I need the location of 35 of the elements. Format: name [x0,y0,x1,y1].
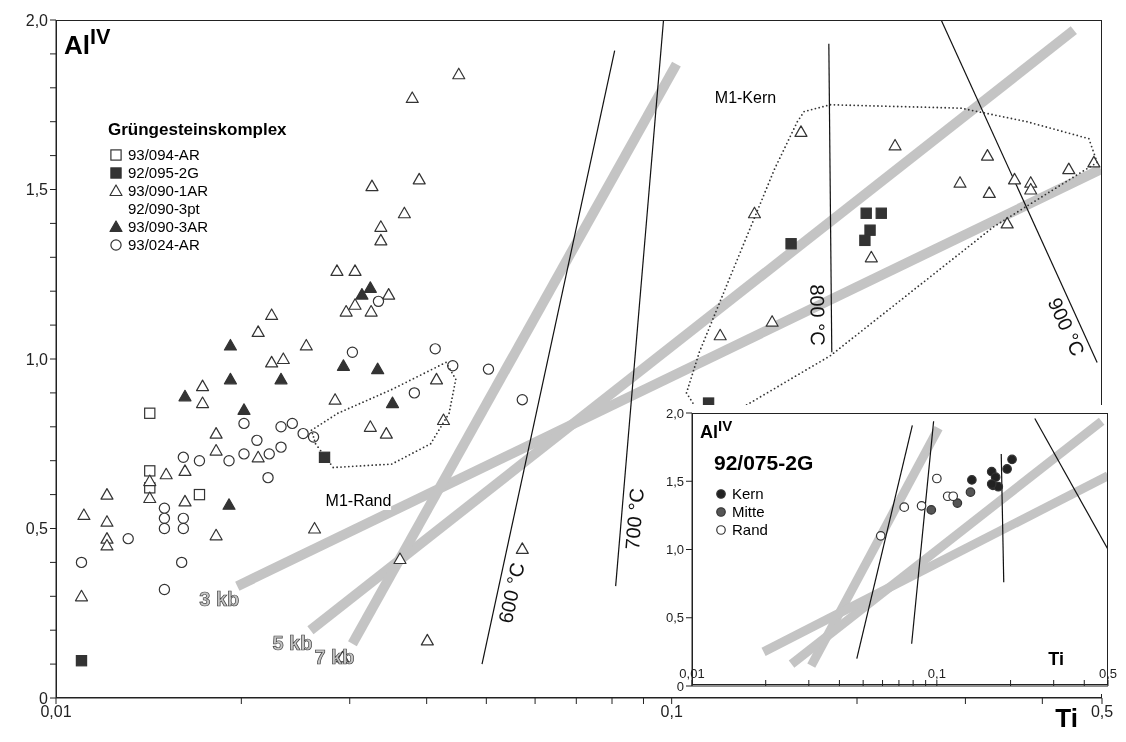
text: 900 °C [1042,294,1089,360]
series-label: 3 kb [199,588,240,612]
x-tick-label: 0,01 [40,703,72,721]
text: 700 °C [621,487,650,551]
y-axis-title: Al$^{IV}$ [64,24,111,61]
x-tick-label: 0,1 [927,666,946,681]
y-tick-label: 1,5 [665,473,684,489]
y-tick-label: 1,0 [25,350,49,368]
x-axis-title: Ti [1048,649,1064,670]
text: 92/075-2G [714,451,814,475]
legend-label: 92/095-2G [128,164,199,182]
x-tick-label: 0,1 [660,703,683,721]
annotation: M1-Rand [325,492,392,511]
legend-label: 93/090-1AR 92/090-3pt [128,182,209,218]
legend-label: Mitte [732,503,765,521]
legend-title: Grüngesteinskomplex [108,120,287,140]
y-tick-label: 0 [676,678,684,694]
x-axis-title: Ti [1055,703,1078,734]
y-axis-title: Al$^{IV}$ [700,417,733,443]
y-tick-label: 1,0 [665,542,684,558]
y-tick-label: 2,0 [25,11,49,29]
y-tick-label: 0,5 [665,610,684,626]
text: 800 °C [805,284,830,347]
legend-label: 93/094-AR [128,146,200,164]
legend-label: Rand [732,521,768,539]
y-tick-label: 0,5 [25,520,49,538]
series-label: 5 kb [272,632,313,656]
legend-label: Kern [732,485,764,503]
y-tick-label: 1,5 [25,181,49,199]
annotation: M1-Kern [714,88,777,107]
y-tick-label: 2,0 [665,405,684,421]
legend-label: 93/090-3AR [128,218,209,236]
x-tick-label: 0,5 [1090,703,1114,721]
legend-label: 93/024-AR [128,236,200,254]
text: 600 °C [493,561,530,626]
